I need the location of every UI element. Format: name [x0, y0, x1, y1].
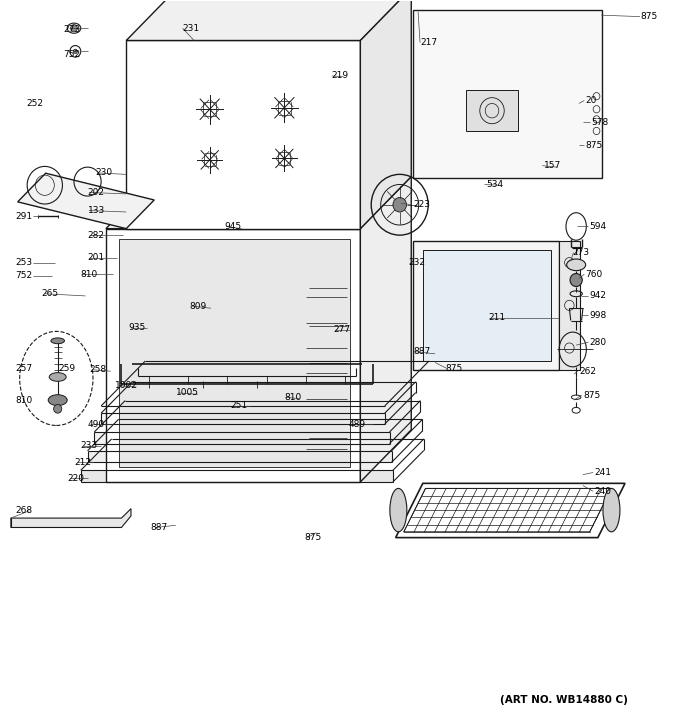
Polygon shape	[466, 91, 517, 131]
Polygon shape	[106, 228, 360, 482]
Text: 942: 942	[590, 291, 607, 300]
Text: 291: 291	[16, 212, 33, 221]
Text: 251: 251	[230, 402, 248, 410]
Text: 212: 212	[74, 458, 91, 467]
Text: 253: 253	[16, 258, 33, 267]
Polygon shape	[18, 173, 154, 228]
Bar	[88, 451, 392, 463]
Bar	[81, 471, 393, 482]
Text: 887: 887	[150, 523, 167, 532]
Polygon shape	[360, 0, 411, 228]
Text: 875: 875	[305, 533, 322, 542]
Ellipse shape	[51, 338, 65, 344]
Text: 202: 202	[88, 188, 105, 197]
Text: 945: 945	[224, 222, 242, 231]
Text: 20: 20	[585, 96, 597, 105]
Text: 489: 489	[348, 420, 365, 428]
Text: 752: 752	[64, 51, 81, 59]
Ellipse shape	[566, 259, 585, 270]
Text: 223: 223	[413, 200, 430, 210]
Text: 810: 810	[284, 393, 302, 402]
Polygon shape	[11, 509, 131, 528]
Polygon shape	[413, 10, 602, 178]
Text: 211: 211	[488, 313, 505, 322]
Polygon shape	[120, 239, 350, 468]
Text: 875: 875	[583, 391, 600, 399]
Ellipse shape	[49, 373, 66, 381]
Text: 268: 268	[16, 506, 33, 515]
Text: 230: 230	[96, 168, 113, 178]
Text: 875: 875	[585, 141, 603, 150]
Text: 240: 240	[594, 486, 611, 496]
Circle shape	[393, 197, 407, 212]
Text: 258: 258	[89, 365, 106, 374]
Text: 809: 809	[189, 302, 207, 310]
Polygon shape	[360, 176, 411, 482]
Text: 875: 875	[445, 364, 462, 373]
Text: 252: 252	[27, 99, 44, 108]
Polygon shape	[413, 241, 559, 370]
Polygon shape	[106, 176, 411, 228]
Text: 280: 280	[590, 338, 607, 347]
Text: 232: 232	[408, 258, 425, 267]
Circle shape	[54, 405, 62, 413]
Circle shape	[570, 273, 582, 286]
Text: 262: 262	[579, 367, 596, 376]
Text: 273: 273	[572, 248, 589, 257]
Text: 490: 490	[88, 420, 105, 428]
Text: (ART NO. WB14880 C): (ART NO. WB14880 C)	[500, 695, 628, 705]
Circle shape	[73, 49, 78, 54]
Polygon shape	[126, 41, 360, 228]
Text: 752: 752	[16, 271, 33, 280]
Text: 241: 241	[594, 468, 611, 477]
Text: 231: 231	[182, 24, 200, 33]
Text: 594: 594	[590, 222, 607, 231]
Text: 578: 578	[591, 117, 609, 127]
Text: 760: 760	[585, 270, 603, 278]
Text: 935: 935	[129, 323, 146, 332]
Ellipse shape	[603, 489, 620, 532]
Text: 265: 265	[41, 289, 58, 298]
Text: 201: 201	[88, 253, 105, 262]
Text: 875: 875	[640, 12, 657, 21]
Bar	[101, 413, 385, 424]
Text: 1005: 1005	[175, 389, 199, 397]
Polygon shape	[424, 249, 551, 361]
Text: 133: 133	[88, 206, 105, 215]
Text: 282: 282	[88, 231, 105, 240]
Text: 233: 233	[81, 442, 98, 450]
Text: 277: 277	[333, 326, 350, 334]
Ellipse shape	[390, 489, 407, 532]
Polygon shape	[559, 241, 579, 370]
Bar	[95, 432, 390, 444]
Circle shape	[71, 25, 78, 32]
Ellipse shape	[48, 394, 67, 405]
Polygon shape	[396, 484, 625, 538]
Text: 810: 810	[81, 270, 98, 278]
Text: 157: 157	[543, 161, 561, 170]
Text: 220: 220	[67, 473, 84, 483]
Text: 887: 887	[413, 347, 430, 356]
Text: 219: 219	[332, 72, 349, 80]
Text: 257: 257	[16, 364, 33, 373]
Polygon shape	[126, 0, 411, 41]
Text: 1002: 1002	[115, 381, 137, 390]
Text: 534: 534	[486, 180, 503, 189]
Text: 810: 810	[16, 396, 33, 405]
Text: 259: 259	[58, 364, 75, 373]
Text: 998: 998	[590, 311, 607, 320]
Text: 273: 273	[64, 25, 81, 34]
Text: 217: 217	[420, 38, 437, 47]
